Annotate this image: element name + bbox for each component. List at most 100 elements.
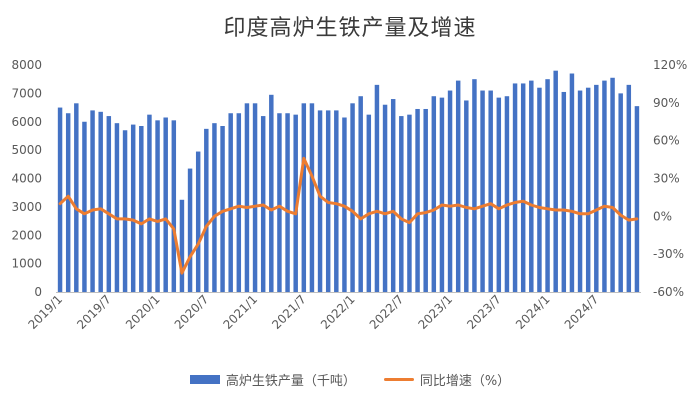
left-tick-label: 8000 <box>11 58 42 72</box>
bar-2019/7 <box>106 116 112 292</box>
x-tick-label: 2021/1 <box>220 292 260 332</box>
bar-2023/3 <box>464 100 469 292</box>
right-tick-label: 0% <box>653 209 672 223</box>
bar-2023/4 <box>472 79 477 292</box>
bar-2020/10 <box>228 113 233 292</box>
bar-2023/2 <box>455 80 461 292</box>
bar-2023/5 <box>480 90 485 292</box>
bar-2019/6 <box>98 111 103 292</box>
bar-2023/8 <box>504 96 510 293</box>
right-tick-label: 30% <box>653 172 680 186</box>
bar-2019/8 <box>114 123 120 292</box>
bar-2019/3 <box>74 103 79 293</box>
x-tick-label: 2021/7 <box>269 292 309 332</box>
bar-2019/1 <box>57 107 63 292</box>
bar-2022/1 <box>350 103 355 293</box>
left-tick-label: 7000 <box>11 86 42 100</box>
bar-2022/11 <box>431 96 437 293</box>
bar-2021/8 <box>309 103 315 293</box>
bar-2019/10 <box>130 124 136 293</box>
bar-2024/10 <box>618 93 623 292</box>
bar-2021/7 <box>301 103 307 293</box>
left-axis-ticks: 0 1000 2000 3000 4000 5000 6000 7000 8000 <box>11 58 42 299</box>
x-tick-label: 2019/1 <box>25 292 65 332</box>
bar-2020/3 <box>171 120 177 292</box>
yoy-growth-line <box>58 156 639 275</box>
bar-2023/7 <box>496 97 502 292</box>
bar-2024/6 <box>585 87 591 292</box>
bar-2022/5 <box>382 104 388 292</box>
bar-2024/9 <box>610 77 615 292</box>
bar-2019/11 <box>139 126 144 292</box>
bar-2024/2 <box>553 70 558 292</box>
legend-item-line: 同比增速（%） <box>383 370 511 389</box>
bar-2022/4 <box>374 84 380 292</box>
left-tick-label: 5000 <box>11 143 42 157</box>
bar-2024/5 <box>577 90 583 292</box>
bars-layer <box>57 70 640 293</box>
bar-2020/9 <box>220 126 225 292</box>
chart-title: 印度高炉生铁产量及增速 <box>223 16 477 41</box>
x-axis-ticks: 2019/1 2019/7 2020/1 2020/7 2021/1 2021/7 2022… <box>25 292 601 332</box>
bar-2023/12 <box>537 87 542 292</box>
bar-2023/6 <box>488 90 493 292</box>
right-tick-label: 90% <box>653 96 680 110</box>
x-tick-label: 2022/1 <box>318 292 358 332</box>
legend-bar-label: 高炉生铁产量（千吨） <box>225 374 356 389</box>
left-tick-label: 1000 <box>11 257 42 271</box>
bar-2022/7 <box>399 116 404 292</box>
bar-2021/5 <box>285 113 290 292</box>
x-tick-label: 2019/7 <box>74 292 114 332</box>
bar-2024/4 <box>569 73 575 292</box>
bar-2021/3 <box>269 94 274 292</box>
legend-bar-swatch <box>189 375 220 384</box>
bar-2022/12 <box>439 97 445 292</box>
x-tick-label: 2022/7 <box>367 292 407 332</box>
bar-2020/7 <box>204 128 209 292</box>
bar-2020/4 <box>179 199 185 292</box>
x-tick-label: 2024/7 <box>562 292 602 332</box>
x-tick-label: 2024/1 <box>513 292 553 332</box>
bar-2021/1 <box>252 103 258 293</box>
bar-2022/8 <box>407 114 412 292</box>
bar-2021/4 <box>277 113 282 292</box>
bar-2020/8 <box>212 123 217 292</box>
bar-2019/12 <box>147 114 152 292</box>
right-tick-label: -30% <box>653 247 684 261</box>
bar-2023/9 <box>512 83 518 292</box>
bar-2023/11 <box>529 80 534 292</box>
bar-2022/2 <box>358 96 363 293</box>
x-tick-label: 2023/7 <box>464 292 504 332</box>
right-tick-label: 60% <box>653 134 680 148</box>
left-tick-label: 6000 <box>11 115 42 129</box>
bar-2021/11 <box>334 110 339 293</box>
bar-2023/1 <box>447 90 453 292</box>
bar-2022/6 <box>390 99 396 292</box>
bar-2020/5 <box>187 168 193 292</box>
x-tick-label: 2023/1 <box>415 292 455 332</box>
bar-2022/10 <box>423 108 428 292</box>
bar-2024/1 <box>545 79 550 292</box>
legend-line-label: 同比增速（%） <box>419 374 511 389</box>
left-tick-label: 4000 <box>11 172 42 186</box>
legend-line-swatch <box>383 378 414 381</box>
bar-2020/1 <box>155 120 160 292</box>
left-tick-label: 0 <box>34 285 42 299</box>
left-tick-label: 3000 <box>11 200 42 214</box>
bar-2024/11 <box>626 84 632 292</box>
bar-2020/12 <box>244 103 250 293</box>
bar-2024/8 <box>602 80 607 292</box>
left-tick-label: 2000 <box>11 228 42 242</box>
bar-2020/11 <box>236 113 242 292</box>
bar-2024/3 <box>561 91 567 292</box>
legend-item-bar: 高炉生铁产量（千吨） <box>189 370 356 389</box>
right-axis-ticks: -60% -30% 0% 30% 60% 90% 120% <box>653 58 687 299</box>
bar-2023/10 <box>520 83 526 292</box>
bar-2021/6 <box>293 114 298 292</box>
legend: 高炉生铁产量（千吨） 同比增速（%） <box>0 370 700 389</box>
bar-2024/7 <box>594 84 599 292</box>
bar-2022/3 <box>366 114 372 292</box>
bar-2020/2 <box>163 117 168 293</box>
bar-2020/6 <box>195 151 201 292</box>
